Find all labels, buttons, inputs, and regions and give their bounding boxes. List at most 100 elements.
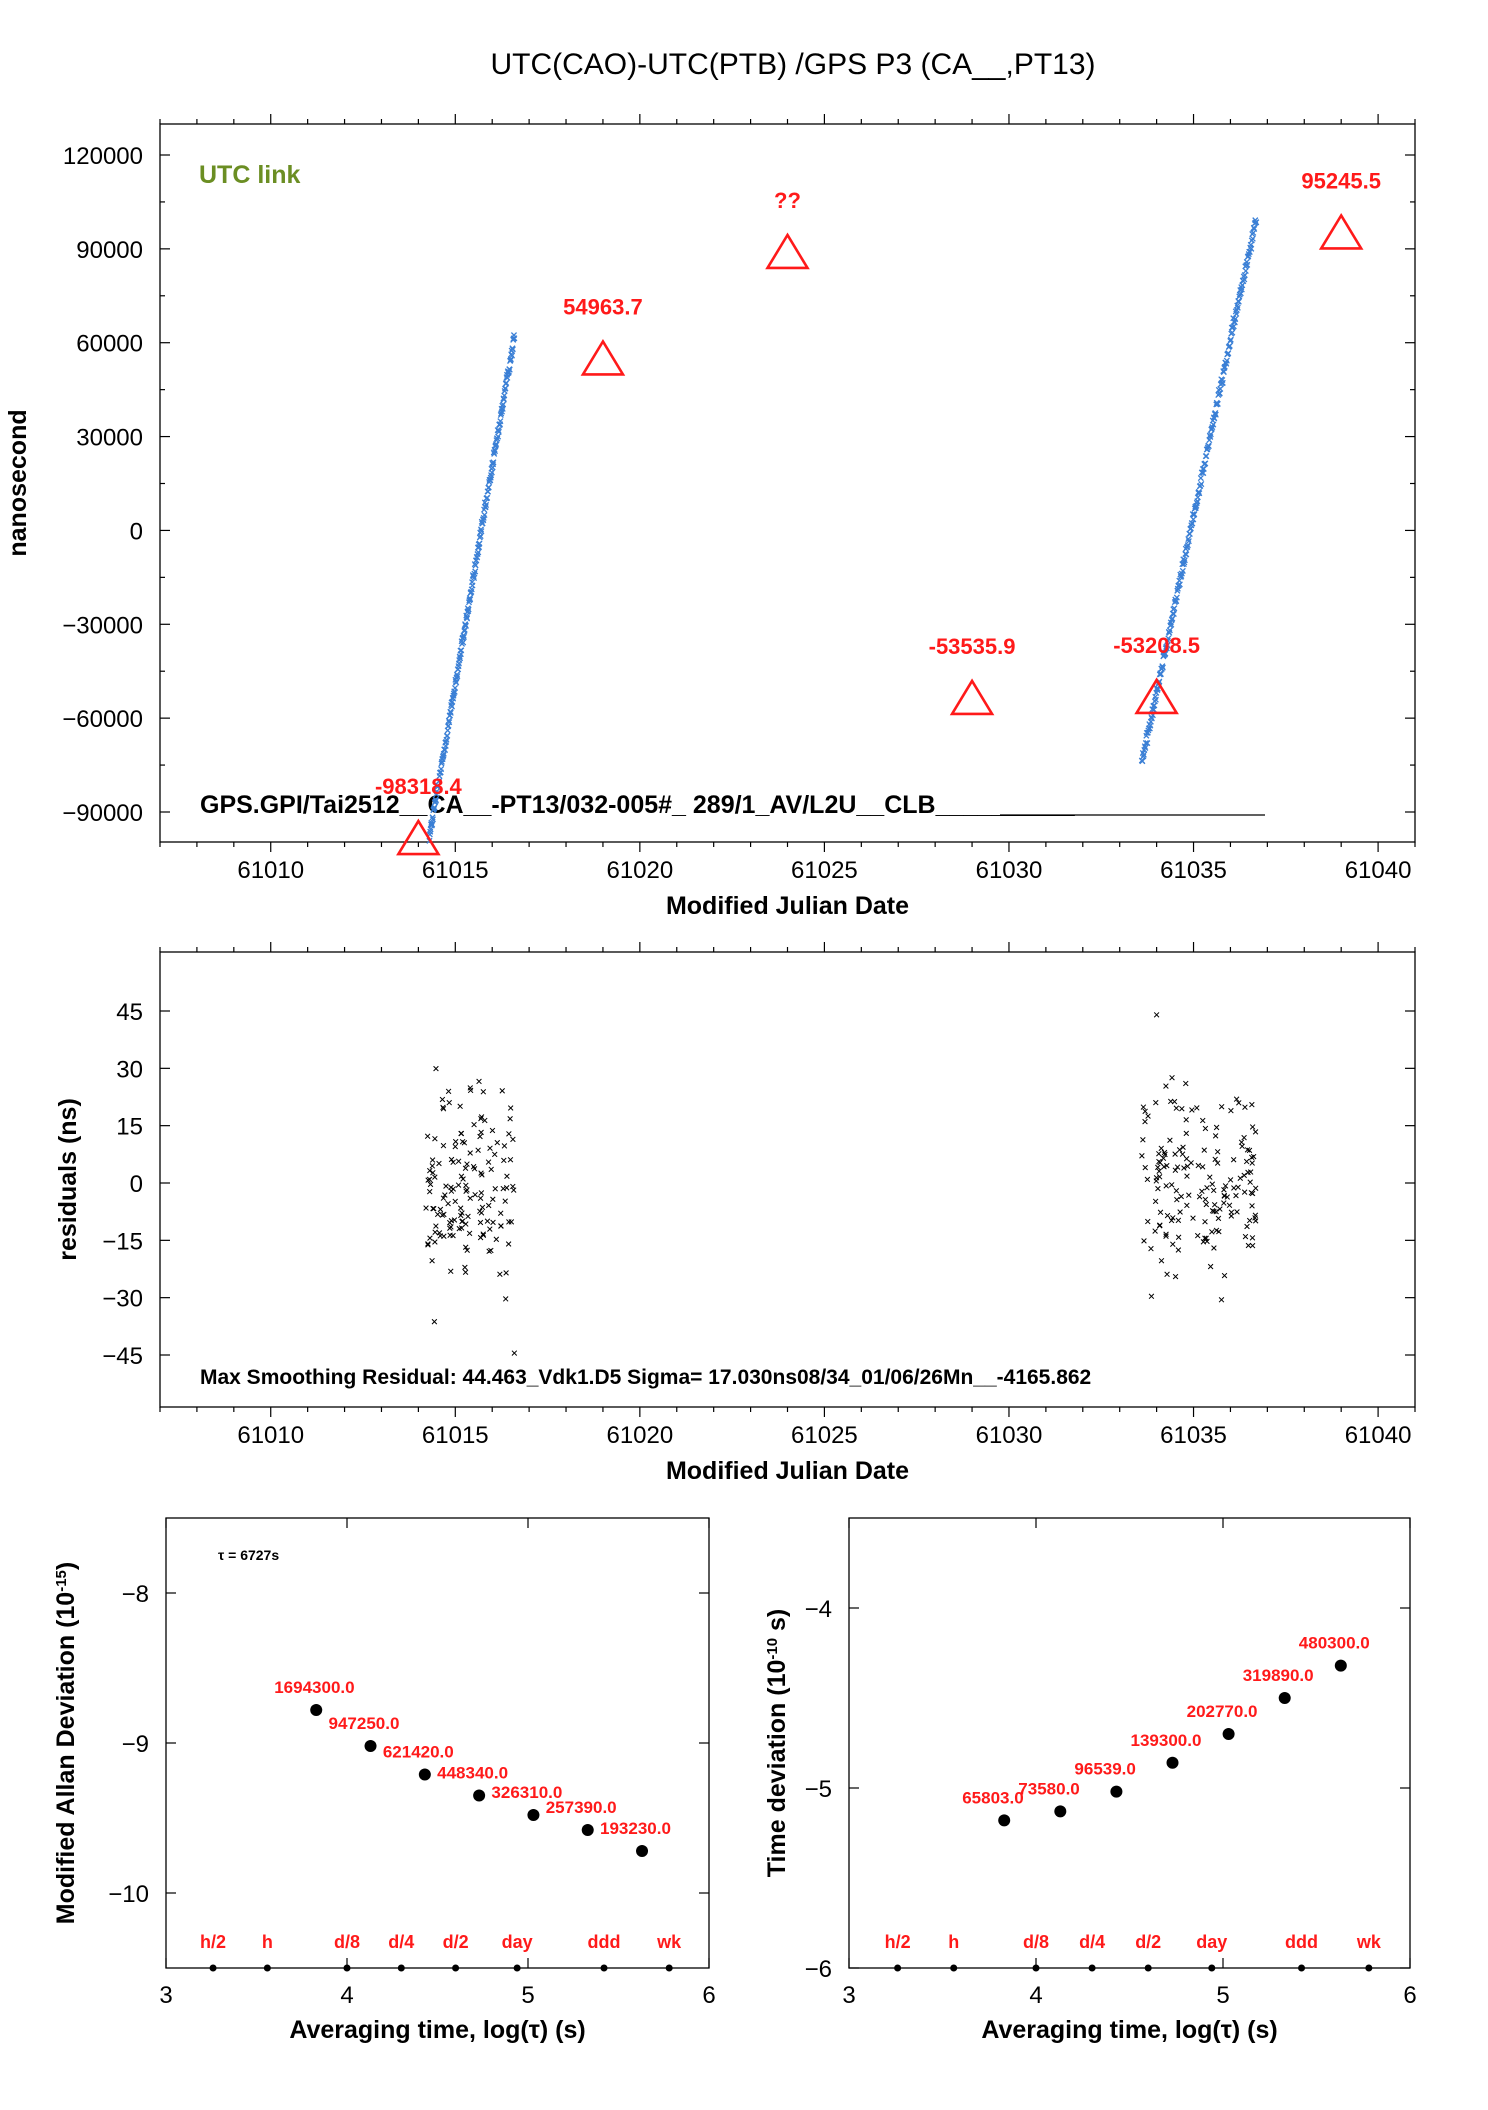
- series-point: [476, 540, 483, 547]
- series-point: [500, 401, 507, 408]
- residual-point: [1157, 1209, 1164, 1216]
- residual-point: [432, 1135, 438, 1142]
- residual-point: [494, 1139, 501, 1146]
- residual-point: [1140, 1137, 1146, 1143]
- triangle-marker: [1318, 212, 1364, 250]
- residual-point: [1156, 1223, 1163, 1229]
- series-point: [1198, 480, 1205, 488]
- residual-point: [434, 1211, 441, 1218]
- triangle-label: 54963.7: [563, 294, 643, 319]
- residual-point: [464, 1161, 470, 1167]
- series-point: [454, 673, 461, 680]
- residual-point: [440, 1104, 446, 1111]
- point-label: 621420.0: [383, 1743, 454, 1762]
- residual-point: [1246, 1147, 1253, 1154]
- residual-point: [437, 1233, 444, 1239]
- residual-point: [460, 1176, 466, 1182]
- residual-point: [1171, 1098, 1178, 1105]
- x-tick-label: 61025: [791, 1422, 858, 1449]
- triangle-marker: [949, 678, 995, 716]
- series-point: [465, 608, 472, 615]
- residual-point: [1152, 1228, 1158, 1234]
- residual-point: [1218, 1103, 1225, 1110]
- residual-point: [1214, 1160, 1221, 1166]
- series-point: [477, 526, 485, 533]
- residual-point: [448, 1156, 455, 1163]
- residual-point: [1183, 1130, 1190, 1137]
- point-label: 73580.0: [1018, 1779, 1079, 1798]
- point-label: 448340.0: [437, 1764, 508, 1783]
- series-point: [1210, 421, 1217, 428]
- residual-point: [1221, 1200, 1227, 1206]
- series-point: [429, 814, 436, 821]
- interval-marker-dot: [600, 1964, 608, 1972]
- x-axis-label: Averaging time, log(τ) (s): [981, 2016, 1277, 2044]
- series-point: [460, 633, 468, 641]
- residual-point: [1145, 1218, 1151, 1225]
- x-tick-label: 61010: [237, 1422, 304, 1449]
- residual-point: [1188, 1160, 1194, 1166]
- residual-point: [1231, 1185, 1237, 1191]
- series-point: [1181, 557, 1188, 564]
- residual-point: [1190, 1215, 1196, 1221]
- triangle-marker: [765, 232, 810, 270]
- residual-point: [1204, 1185, 1210, 1191]
- residual-point: [1210, 1187, 1217, 1194]
- residual-point: [445, 1200, 451, 1207]
- residual-point: [440, 1142, 447, 1149]
- residual-footer-text: Max Smoothing Residual: 44.463_Vdk1.D5 S…: [200, 1366, 1091, 1389]
- residual-point: [1241, 1172, 1247, 1179]
- interval-marker-label: d/8: [1023, 1932, 1049, 1952]
- deviation-point: [581, 1824, 594, 1836]
- residual-point: [462, 1264, 468, 1271]
- series-point: [1193, 499, 1200, 506]
- y-tick-label: −60000: [62, 706, 143, 733]
- residual-point: [485, 1202, 492, 1209]
- interval-marker-label: ddd: [588, 1932, 621, 1952]
- series-point: [451, 684, 459, 692]
- x-tick-label: 61040: [1345, 857, 1412, 884]
- series-point: [477, 533, 484, 540]
- residual-point: [1199, 1164, 1206, 1170]
- residual-point: [470, 1163, 477, 1170]
- residual-point: [1209, 1208, 1216, 1214]
- triangle-marker: [1134, 677, 1179, 715]
- residual-point: [1227, 1177, 1234, 1183]
- series-point: [1173, 594, 1180, 601]
- residual-point: [1212, 1156, 1218, 1163]
- residual-point: [455, 1158, 462, 1164]
- x-tick-label: 61020: [606, 857, 673, 884]
- series-point: [507, 356, 514, 363]
- residual-point: [467, 1085, 474, 1091]
- residual-point: [1221, 1272, 1228, 1279]
- residual-point: [1252, 1185, 1259, 1191]
- residual-point: [1142, 1118, 1148, 1125]
- residual-point: [1238, 1139, 1245, 1145]
- residual-point: [430, 1169, 436, 1176]
- series-point: [1249, 235, 1256, 242]
- point-label: 480300.0: [1299, 1634, 1370, 1653]
- series-point: [506, 366, 513, 373]
- tau-note: τ = 6727s: [218, 1547, 279, 1563]
- residual-point: [1162, 1151, 1168, 1158]
- interval-marker-label: wk: [656, 1932, 682, 1952]
- residual-point: [1247, 1179, 1253, 1185]
- residual-point: [1248, 1190, 1255, 1196]
- series-point: [1168, 621, 1175, 628]
- residual-point: [1184, 1173, 1190, 1179]
- residual-point: [440, 1195, 447, 1201]
- residual-point: [1156, 1168, 1162, 1174]
- y-tick-label: −15: [102, 1228, 143, 1255]
- interval-marker-label: day: [502, 1932, 533, 1952]
- y-tick-label: −8: [122, 1581, 149, 1608]
- interval-marker-dot: [209, 1964, 217, 1972]
- plot-frame: [159, 951, 1416, 1408]
- series-point: [1248, 245, 1255, 252]
- residual-point: [498, 1223, 504, 1229]
- residual-point: [457, 1205, 464, 1211]
- residual-point: [1144, 1176, 1151, 1183]
- residual-point: [1249, 1101, 1255, 1108]
- series-point: [1176, 581, 1183, 588]
- series-point: [1166, 627, 1173, 634]
- y-tick-label: −30: [102, 1286, 143, 1313]
